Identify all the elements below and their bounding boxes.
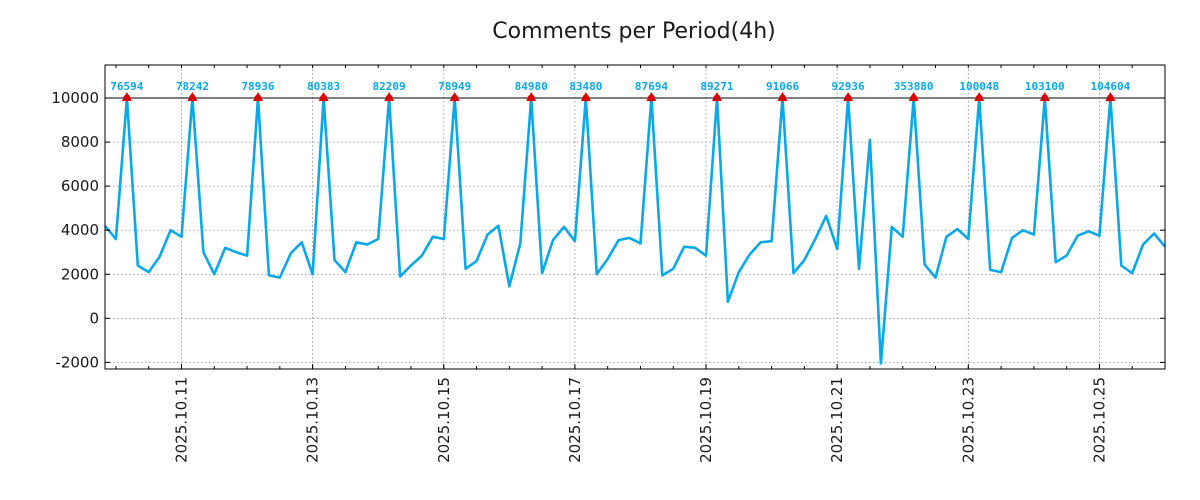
peak-label: 78936	[241, 80, 274, 93]
axes: -2000 0 2000 4000 6000 8000 10000 2025.10.11 202…	[51, 65, 1165, 463]
peak-label: 83480	[569, 80, 602, 93]
peak-marker-dot	[188, 94, 196, 102]
peak-marker-dot	[1041, 94, 1049, 102]
peak-layer: 76594 78242 78936 80383 82209 78949 84980 83480…	[110, 80, 1131, 102]
peak-marker-dot	[254, 94, 262, 102]
peak-label: 76594	[110, 80, 143, 93]
y-tick-label: 6000	[61, 177, 99, 195]
x-tick-label: 2025.10.11	[172, 377, 190, 463]
plot-frame	[104, 64, 1166, 370]
peak-label: 80383	[307, 80, 340, 93]
x-tick-label: 2025.10.25	[1090, 377, 1108, 463]
peak-label: 104604	[1090, 80, 1130, 93]
peak-label: 100048	[959, 80, 999, 93]
peak-marker-dot	[975, 94, 983, 102]
peak-label: 78949	[438, 80, 471, 93]
y-tick-label: -2000	[55, 353, 99, 371]
peak-marker-dot	[527, 94, 535, 102]
peak-label: 84980	[515, 80, 548, 93]
x-tick-label: 2025.10.17	[566, 377, 584, 463]
peak-label: 103100	[1025, 80, 1065, 93]
y-tick-label: 10000	[51, 89, 99, 107]
y-tick-label: 0	[89, 309, 99, 327]
peak-marker-dot	[713, 94, 721, 102]
y-tick-label: 4000	[61, 221, 99, 239]
peak-label: 91066	[766, 80, 799, 93]
y-tick-label: 8000	[61, 133, 99, 151]
peak-marker-dot	[910, 94, 918, 102]
y-tick-label: 2000	[61, 265, 99, 283]
peak-marker-dot	[582, 94, 590, 102]
series-line-comments	[103, 96, 1167, 365]
grid	[105, 65, 1165, 369]
peak-marker-dot	[320, 94, 328, 102]
peak-label: 89271	[700, 80, 733, 93]
peak-label: 353880	[894, 80, 934, 93]
peak-label: 92936	[832, 80, 865, 93]
series-layer	[103, 96, 1167, 365]
peak-marker-dot	[647, 94, 655, 102]
x-tick-label: 2025.10.21	[828, 377, 846, 463]
peak-marker-dot	[1106, 94, 1114, 102]
peak-label: 78242	[176, 80, 209, 93]
peak-label: 82209	[373, 80, 406, 93]
peak-marker-dot	[123, 94, 131, 102]
x-tick-label: 2025.10.13	[304, 377, 322, 463]
peak-label: 87694	[635, 80, 668, 93]
peak-marker-dot	[779, 94, 787, 102]
x-tick-label: 2025.10.19	[697, 377, 715, 463]
peak-marker-dot	[451, 94, 459, 102]
x-tick-label: 2025.10.23	[959, 377, 977, 463]
chart-title: Comments per Period(4h)	[492, 19, 776, 44]
peak-marker-dot	[844, 94, 852, 102]
peak-marker-dot	[385, 94, 393, 102]
x-tick-label: 2025.10.15	[435, 377, 453, 463]
